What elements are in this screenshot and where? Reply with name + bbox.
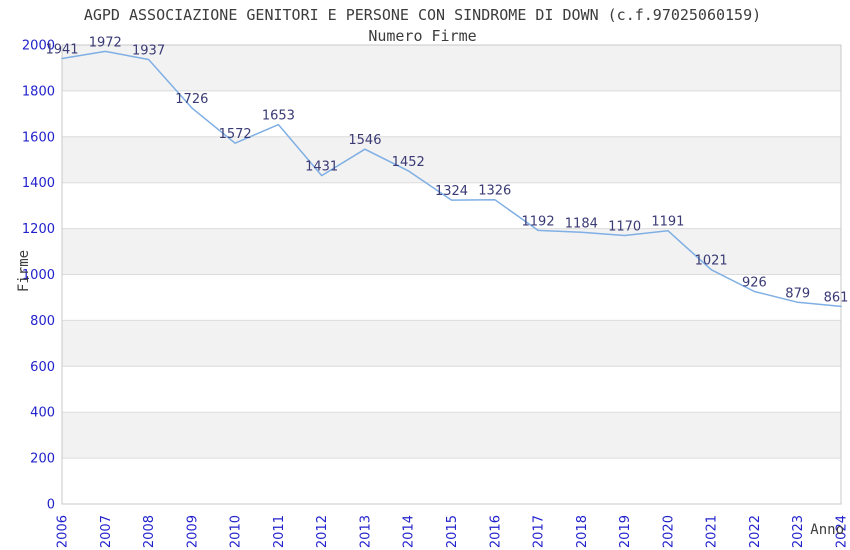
y-tick-label: 800 [30, 314, 55, 329]
plot-band [62, 228, 841, 275]
x-tick-label: 2011 [272, 515, 287, 548]
x-tick-label: 2007 [99, 515, 114, 548]
x-tick-label: 2023 [791, 515, 806, 548]
x-tick-label: 2015 [445, 515, 460, 548]
x-tick-label: 2013 [358, 515, 373, 548]
plot-band [62, 90, 841, 137]
data-point-label: 1653 [262, 109, 295, 124]
chart-title: AGPD ASSOCIAZIONE GENITORI E PERSONE CON… [83, 6, 762, 24]
plot-band [62, 45, 841, 91]
y-tick-label: 1200 [22, 222, 55, 237]
data-point-label: 1326 [478, 184, 511, 199]
data-point-label: 926 [742, 275, 767, 290]
y-tick-label: 600 [30, 360, 55, 375]
data-point-label: 1546 [348, 133, 381, 148]
x-tick-label: 2024 [835, 515, 850, 548]
x-tick-label: 2008 [142, 515, 157, 548]
x-tick-label: 2014 [402, 515, 417, 548]
y-tick-label: 0 [47, 498, 55, 513]
data-point-label: 1021 [695, 254, 728, 269]
x-tick-label: 2019 [618, 515, 633, 548]
data-point-label: 1452 [392, 155, 425, 170]
data-point-label: 1184 [565, 216, 598, 231]
data-point-label: 1192 [522, 214, 555, 229]
plot-band [62, 320, 841, 367]
x-tick-label: 2009 [185, 515, 200, 548]
y-tick-label: 200 [30, 452, 55, 467]
x-tick-label: 2016 [488, 515, 503, 548]
plot-band [62, 366, 841, 413]
y-axis-title: Firme [16, 249, 32, 293]
data-point-label: 1726 [175, 92, 208, 107]
y-tick-label: 1000 [22, 268, 55, 283]
data-line [61, 50, 842, 308]
data-point-label: 1191 [651, 215, 684, 230]
plot-band [62, 274, 841, 321]
data-point-label: 1941 [45, 43, 78, 58]
data-point-label: 1972 [89, 35, 122, 50]
data-point-label: 1572 [219, 127, 252, 142]
chart-subtitle: Numero Firme [368, 27, 477, 45]
y-tick-label: 1600 [22, 130, 55, 145]
x-tick-label: 2010 [229, 515, 244, 548]
data-point-label: 879 [785, 286, 810, 301]
y-tick-label: 400 [30, 406, 55, 421]
plot-band [62, 458, 841, 504]
data-point-label: 1937 [132, 43, 165, 58]
y-tick-label: 1400 [22, 176, 55, 191]
x-tick-label: 2018 [575, 515, 590, 548]
plot-band [62, 182, 841, 229]
y-tick-label: 2000 [22, 39, 55, 54]
x-axis-title: Anno [810, 522, 844, 538]
data-point-label: 1170 [608, 219, 641, 234]
x-tick-label: 2017 [532, 515, 547, 548]
data-point-label: 1324 [435, 184, 468, 199]
plot-border [61, 44, 842, 505]
x-tick-label: 2006 [56, 515, 71, 548]
data-point-label: 861 [824, 290, 849, 305]
y-tick-label: 1800 [22, 84, 55, 99]
x-tick-label: 2021 [705, 515, 720, 548]
x-tick-label: 2022 [748, 515, 763, 548]
data-point-label: 1431 [305, 160, 338, 175]
x-tick-label: 2012 [315, 515, 330, 548]
x-tick-label: 2020 [661, 515, 676, 548]
plot-band [62, 412, 841, 459]
plot-band [62, 136, 841, 183]
